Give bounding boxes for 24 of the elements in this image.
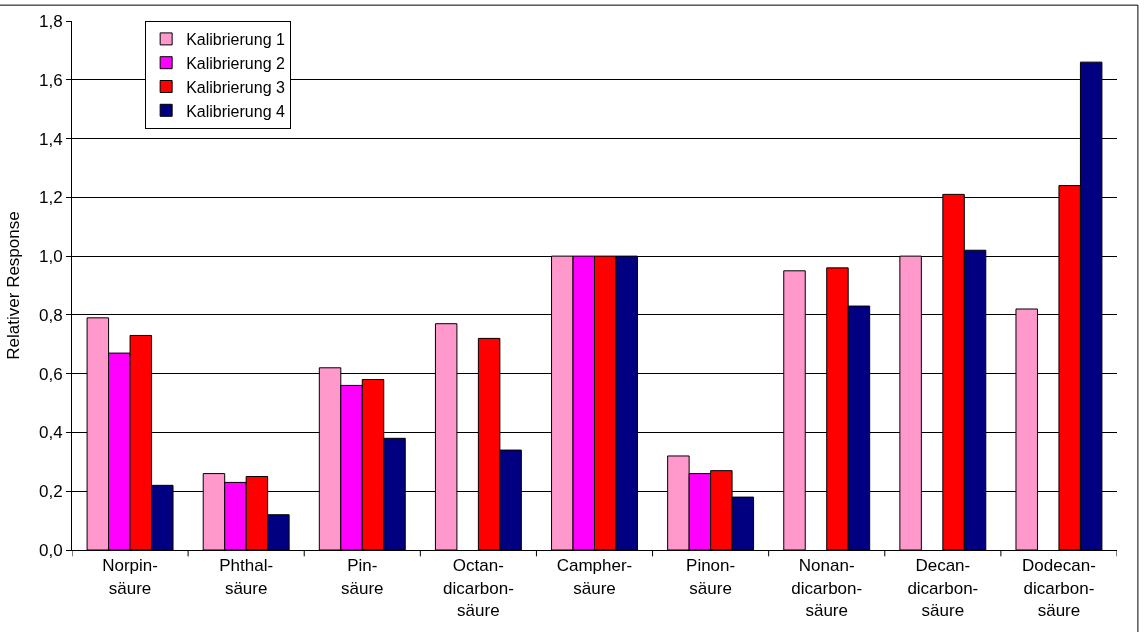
y-tick-label: 0,6 [38,364,63,384]
legend-label: Kalibrierung 3 [186,78,285,96]
y-tick-label: 1,8 [38,11,63,31]
x-tick-label: Nonan- dicarbon- säure [791,556,863,620]
y-tick-label: 1,2 [38,188,63,208]
x-tick-label: Pin- säure [341,556,384,598]
x-tick-label: Campher- säure [556,556,633,598]
y-tick-label: 0,2 [38,482,63,502]
y-tick-label: 1,6 [38,70,63,90]
y-tick-label: 1,4 [38,129,63,149]
x-tick-label: Norpin- säure [102,556,158,598]
x-tick-label: Phthal- säure [219,556,274,598]
y-tick-label: 0,8 [38,305,63,325]
x-tick-label: Decan- dicarbon- säure [907,556,979,620]
y-tick-label: 0,4 [38,423,63,443]
y-tick-label: 1,0 [38,247,63,267]
legend-label: Kalibrierung 2 [186,54,285,72]
legend-label: Kalibrierung 4 [186,102,285,120]
y-axis-title: Relativer Response [3,211,23,360]
y-tick-label: 0,0 [38,540,63,560]
x-tick-label: Dodecan- dicarbon- säure [1022,556,1096,620]
legend-label: Kalibrierung 1 [186,31,285,49]
x-tick-label: Octan- dicarbon- säure [442,556,514,620]
x-tick-label: Pinon- säure [686,556,736,598]
